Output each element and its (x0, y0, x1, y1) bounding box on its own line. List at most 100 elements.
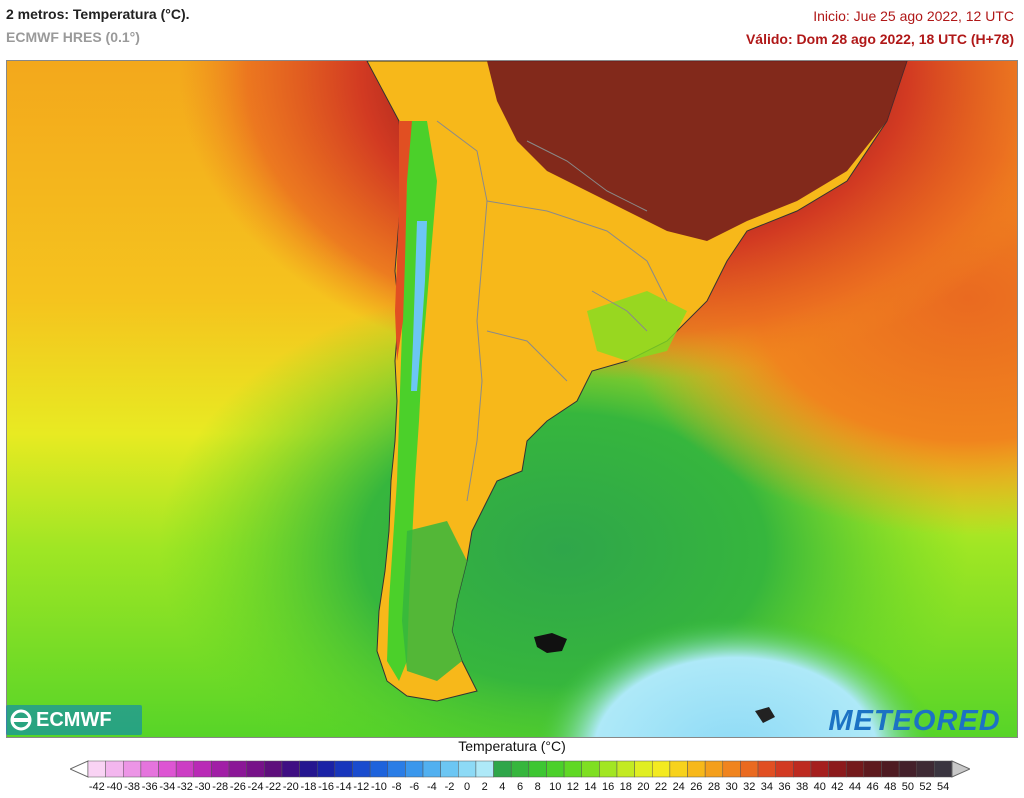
scale-tick-label: 2 (481, 781, 488, 793)
scale-tick-label: 0 (464, 781, 471, 793)
country-borders (436, 120, 668, 502)
scale-tick-label: -2 (444, 781, 455, 793)
patagonia-green (402, 521, 467, 681)
scale-cell (123, 760, 142, 778)
scale-cell (546, 760, 565, 778)
scale-tick-label: 28 (707, 781, 721, 793)
scale-tick-label: 4 (499, 781, 506, 793)
scale-cell (405, 760, 424, 778)
scale-tick-label: -10 (370, 781, 387, 793)
scale-tick-label: -34 (159, 781, 176, 793)
scale-cell (881, 760, 900, 778)
scale-cell (581, 760, 600, 778)
scale-cell (740, 760, 759, 778)
scale-cell (863, 760, 882, 778)
scale-cell (211, 760, 230, 778)
chile-coast-hot (395, 121, 412, 361)
scale-tick-label: -30 (194, 781, 211, 793)
scale-cell (281, 760, 300, 778)
scale-cell (616, 760, 635, 778)
scale-cell (898, 760, 917, 778)
scale-cell (687, 760, 706, 778)
scale-cell (722, 760, 741, 778)
falkland-islands (534, 633, 567, 653)
scale-cell (757, 760, 776, 778)
scale-cell (704, 760, 724, 778)
scale-tick-label: 38 (795, 781, 809, 793)
scale-cell (934, 760, 953, 778)
scale-tick-label: -42 (88, 781, 105, 793)
scale-tick-label: -40 (106, 781, 123, 793)
legend-title: Temperatura (°C) (458, 738, 566, 754)
model-label: ECMWF HRES (0.1°) (6, 29, 140, 45)
scale-tick-label: 46 (866, 781, 879, 793)
scale-cell (264, 760, 283, 778)
scale-cell (634, 760, 653, 778)
scale-cell (775, 760, 794, 778)
scale-tick-label: 44 (848, 781, 862, 793)
header-right: Inicio: Jue 25 ago 2022, 12 UTC Válido: … (746, 8, 1014, 47)
color-scale-bar (70, 760, 970, 778)
scale-cell (299, 760, 318, 778)
scale-cell (440, 760, 459, 778)
scale-cell (916, 760, 935, 778)
scale-cell (510, 760, 530, 778)
scale-tick-label: -32 (177, 781, 193, 793)
scale-cell (175, 760, 195, 778)
scale-tick-label: 22 (654, 781, 668, 793)
scale-tick-label: 20 (637, 781, 650, 793)
scale-cell (528, 760, 547, 778)
scale-tick-label: 8 (534, 781, 541, 793)
scale-tick-label: -6 (409, 781, 420, 793)
scale-tick-label: 14 (584, 781, 597, 793)
scale-tick-label: 54 (937, 781, 950, 793)
scale-tick-label: 40 (813, 781, 826, 793)
scale-tick-label: -20 (282, 781, 299, 793)
scale-cell (158, 760, 177, 778)
scale-cell (793, 760, 812, 778)
scale-cell (458, 760, 477, 778)
meteored-logo: METEORED (812, 705, 1017, 737)
scale-cell (105, 760, 124, 778)
south-georgia (755, 707, 775, 723)
scale-tick-label: 30 (725, 781, 738, 793)
scale-tick-label: -16 (318, 781, 334, 793)
map-canvas (7, 61, 1017, 737)
scale-tick-label: -14 (335, 781, 352, 793)
scale-tick-label: 26 (690, 781, 703, 793)
scale-tick-label: 16 (602, 781, 615, 793)
andes-snow-band (411, 221, 427, 391)
scale-cell (493, 760, 512, 778)
scale-tick-label: -28 (212, 781, 229, 793)
scale-tick-label: -36 (141, 781, 158, 793)
scale-cell (845, 760, 865, 778)
scale-cell (422, 760, 441, 778)
uruguay-green (587, 291, 687, 361)
brazil-hot (487, 61, 907, 241)
scale-cell (563, 760, 582, 778)
scale-cell (193, 760, 212, 778)
scale-cell (316, 760, 336, 778)
temperature-map[interactable] (6, 60, 1018, 738)
ecmwf-mark-icon (10, 709, 32, 731)
scale-tick-label: 36 (778, 781, 791, 793)
scale-cell (246, 760, 265, 778)
scale-tick-label: 52 (919, 781, 932, 793)
scale-tick-label: -8 (391, 781, 402, 793)
scale-cell (334, 760, 353, 778)
scale-cell (228, 760, 247, 778)
scale-min-arrow (70, 760, 89, 778)
scale-tick-label: 10 (549, 781, 562, 793)
scale-cell (810, 760, 829, 778)
scale-cell (140, 760, 159, 778)
scale-tick-label: 24 (672, 781, 685, 793)
scale-cell (387, 760, 406, 778)
meteored-logo-text: METEORED (828, 704, 1001, 737)
scale-cell (352, 760, 371, 778)
scale-tick-label: -12 (353, 781, 370, 793)
scale-tick-label: -18 (300, 781, 317, 793)
scale-cell (669, 760, 688, 778)
run-time: Inicio: Jue 25 ago 2022, 12 UTC (813, 8, 1014, 24)
color-scale-ticks: -42 -40 -38 -36 -34 -32 -30 -28 -26 -24 -22 -20 -18-… (0, 781, 1024, 797)
scale-tick-label: -22 (265, 781, 282, 793)
